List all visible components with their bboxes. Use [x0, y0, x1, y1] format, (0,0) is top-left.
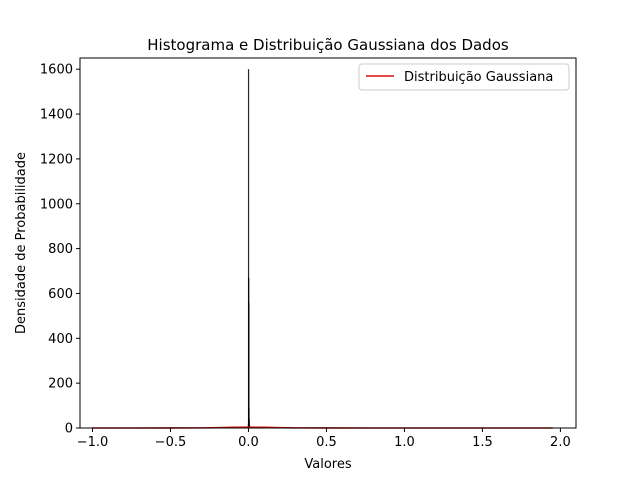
x-tick-label: −0.5: [155, 435, 187, 450]
x-tick-label: 0.5: [316, 435, 337, 450]
x-tick-label: 1.0: [394, 435, 415, 450]
x-tick-label: 2.0: [550, 435, 571, 450]
x-tick-label: 0.0: [238, 435, 259, 450]
histogram-bar: [247, 69, 250, 428]
axes-frame: [79, 57, 577, 429]
legend-box: [358, 63, 570, 91]
y-tick-label: 1000: [40, 197, 73, 212]
y-axis-title: Densidade de Probabilidade: [14, 152, 29, 334]
y-tick-label: 1200: [40, 152, 73, 167]
histogram-bar: [248, 419, 250, 428]
legend-label: Distribuição Gaussiana: [404, 70, 553, 85]
histogram-bar: [248, 407, 250, 428]
y-tick-label: 1600: [40, 63, 73, 78]
histogram-bar: [248, 424, 251, 428]
x-tick-label: −1.0: [77, 435, 109, 450]
y-tick-label: 200: [48, 377, 73, 392]
legend: Distribuição Gaussiana: [358, 63, 570, 91]
y-tick-label: 0: [65, 422, 73, 437]
y-axis: 0 200 400 600 800 1000 1200 1400 1600: [40, 63, 80, 437]
x-axis: −1.0 −0.5 0.0 0.5 1.0 1.5 2.0: [77, 428, 571, 450]
y-tick-label: 800: [48, 242, 73, 257]
y-tick-label: 400: [48, 332, 73, 347]
histogram-bar: [248, 302, 250, 428]
chart-title: Histograma e Distribuição Gaussiana dos …: [147, 36, 509, 54]
y-tick-label: 1400: [40, 108, 73, 123]
x-axis-title: Valores: [304, 457, 351, 472]
y-tick-label: 600: [48, 287, 73, 302]
x-tick-label: 1.5: [472, 435, 493, 450]
